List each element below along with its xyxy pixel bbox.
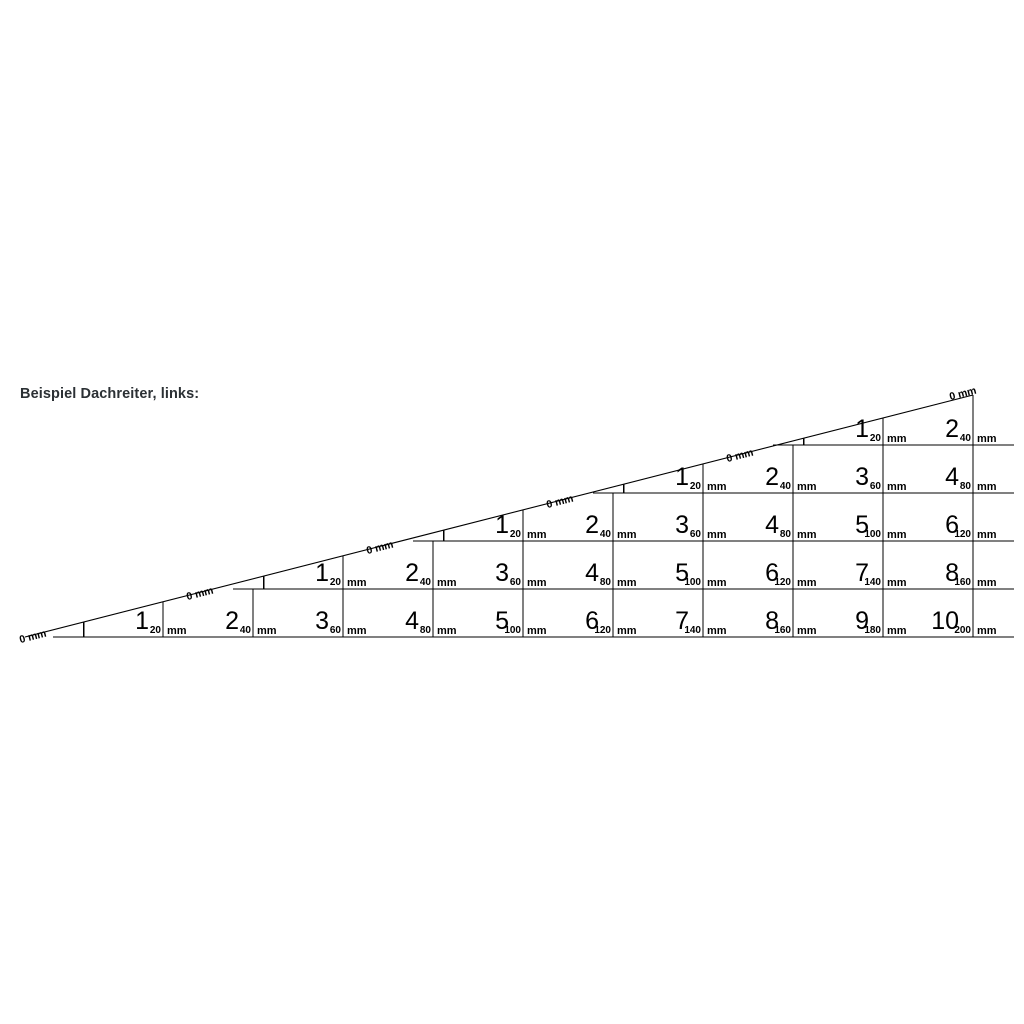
cell-unit-label: mm	[797, 481, 817, 493]
cell-unit-label: mm	[707, 625, 727, 637]
cell-unit-label: mm	[977, 481, 997, 493]
cell-step-number: 1	[855, 415, 869, 443]
cell-mm-value: 60	[869, 481, 881, 492]
cell-mm-value: 20	[689, 481, 701, 492]
cell-step-number: 7	[855, 559, 869, 587]
cell-unit-label: mm	[797, 577, 817, 589]
cell-mm-value: 140	[684, 625, 701, 636]
cell-step-number: 1	[495, 511, 509, 539]
page-title: Beispiel Dachreiter, links:	[20, 386, 200, 402]
cell-unit-label: mm	[707, 529, 727, 541]
cell-mm-value: 40	[599, 529, 611, 540]
dachreiter-figure: 1 20 mm 2 40 mm 0 mm 1 20 mm 2 40 mm 3 60 mm 4 80 mm 0 mm 1 2…	[0, 380, 1024, 650]
cell-unit-label: mm	[437, 625, 457, 637]
cell-step-number: 8	[765, 607, 779, 635]
cell-mm-value: 180	[864, 625, 881, 636]
cell-mm-value: 40	[419, 577, 431, 588]
cell-step-number: 8	[945, 559, 959, 587]
cell-mm-value: 200	[954, 625, 971, 636]
cell-step-number: 1	[135, 607, 149, 635]
cell-step-number: 1	[675, 463, 689, 491]
cell-mm-value: 20	[509, 529, 521, 540]
cell-step-number: 2	[765, 463, 779, 491]
cell-unit-label: mm	[707, 481, 727, 493]
cell-mm-value: 40	[779, 481, 791, 492]
cell-mm-value: 100	[864, 529, 881, 540]
cell-step-number: 3	[315, 607, 329, 635]
cell-unit-label: mm	[257, 625, 277, 637]
cell-mm-value: 120	[954, 529, 971, 540]
cell-mm-value: 160	[954, 577, 971, 588]
cell-mm-value: 60	[689, 529, 701, 540]
cell-step-number: 3	[675, 511, 689, 539]
cell-mm-value: 40	[959, 433, 971, 444]
hypotenuse-line	[24, 394, 974, 638]
cell-unit-label: mm	[977, 433, 997, 445]
cell-mm-value: 80	[419, 625, 431, 636]
cell-step-number: 5	[675, 559, 689, 587]
cell-step-number: 4	[585, 559, 599, 587]
cell-step-number: 7	[675, 607, 689, 635]
cell-unit-label: mm	[347, 577, 367, 589]
cell-mm-value: 20	[869, 433, 881, 444]
cell-step-number: 4	[765, 511, 779, 539]
cell-unit-label: mm	[527, 625, 547, 637]
cell-mm-value: 20	[149, 625, 161, 636]
cell-unit-label: mm	[707, 577, 727, 589]
cell-unit-label: mm	[797, 625, 817, 637]
cell-mm-value: 160	[774, 625, 791, 636]
cell-unit-label: mm	[617, 529, 637, 541]
cell-step-number: 2	[585, 511, 599, 539]
cell-step-number: 9	[855, 607, 869, 635]
cell-mm-value: 120	[774, 577, 791, 588]
cell-step-number: 3	[855, 463, 869, 491]
cell-unit-label: mm	[347, 625, 367, 637]
cell-mm-value: 80	[779, 529, 791, 540]
cell-unit-label: mm	[527, 529, 547, 541]
cell-mm-value: 100	[504, 625, 521, 636]
cell-step-number: 2	[225, 607, 239, 635]
cell-mm-value: 20	[329, 577, 341, 588]
cell-step-number: 2	[945, 415, 959, 443]
cell-step-number: 4	[405, 607, 419, 635]
cell-step-number: 2	[405, 559, 419, 587]
cell-unit-label: mm	[977, 529, 997, 541]
cell-step-number: 5	[495, 607, 509, 635]
cell-unit-label: mm	[977, 625, 997, 637]
cell-mm-value: 100	[684, 577, 701, 588]
cell-step-number: 6	[585, 607, 599, 635]
cell-step-number: 4	[945, 463, 959, 491]
cell-unit-label: mm	[167, 625, 187, 637]
cell-mm-value: 80	[959, 481, 971, 492]
cell-unit-label: mm	[887, 529, 907, 541]
cell-step-number: 6	[945, 511, 959, 539]
cell-step-number: 6	[765, 559, 779, 587]
cell-mm-value: 80	[599, 577, 611, 588]
cell-unit-label: mm	[527, 577, 547, 589]
cell-unit-label: mm	[437, 577, 457, 589]
cell-step-number: 5	[855, 511, 869, 539]
cell-unit-label: mm	[887, 481, 907, 493]
cell-unit-label: mm	[617, 577, 637, 589]
cell-step-number: 3	[495, 559, 509, 587]
cell-mm-value: 120	[594, 625, 611, 636]
cell-step-number: 10	[931, 607, 959, 635]
cell-unit-label: mm	[887, 433, 907, 445]
cell-step-number: 1	[315, 559, 329, 587]
cell-mm-value: 40	[239, 625, 251, 636]
cell-mm-value: 140	[864, 577, 881, 588]
cell-unit-label: mm	[977, 577, 997, 589]
cell-unit-label: mm	[887, 625, 907, 637]
cell-unit-label: mm	[617, 625, 637, 637]
cell-unit-label: mm	[797, 529, 817, 541]
cell-mm-value: 60	[329, 625, 341, 636]
cell-unit-label: mm	[887, 577, 907, 589]
cell-mm-value: 60	[509, 577, 521, 588]
figure-lines	[24, 394, 1014, 638]
